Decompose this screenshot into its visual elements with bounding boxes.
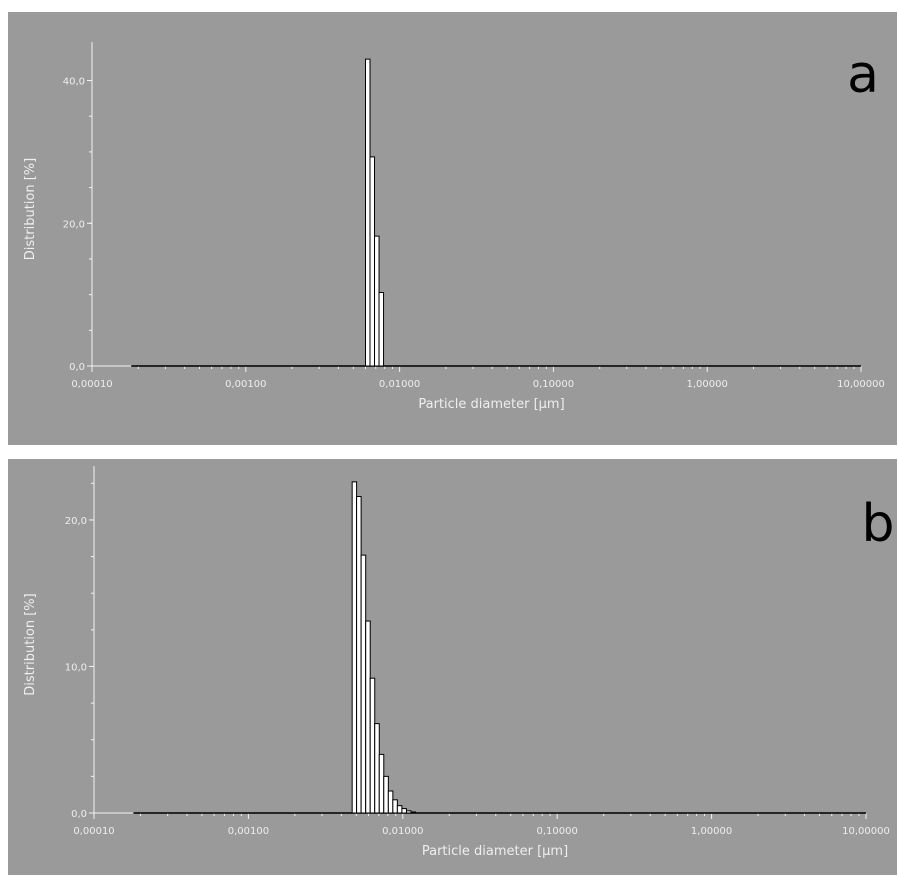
histogram-bar (364, 58, 371, 367)
histogram-bar (410, 811, 417, 814)
y-tick-label: 20,0 (65, 516, 87, 527)
x-tick-label: 0,00010 (71, 379, 112, 390)
chart-panel-a: 0,0 20,0 40,0 0,00010 0,00100 0,01000 0,10000 1… (8, 12, 897, 445)
y-axis-title: Distribution [%] (23, 593, 38, 695)
x-tick-label: 0,00100 (228, 826, 269, 837)
histogram-bar (401, 808, 407, 814)
histogram-bar (383, 775, 389, 814)
histogram-bar (387, 790, 394, 814)
x-axis-title: Particle diameter [µm] (422, 844, 568, 859)
panel-label: b (861, 494, 894, 554)
x-tick-label: 0,10000 (537, 826, 578, 837)
chart-b-svg: 0,0 10,0 20,0 0,00010 0,00100 0,01000 0,10000 1… (23, 466, 895, 859)
x-tick-label: 0,01000 (382, 826, 423, 837)
chart-a-svg: 0,0 20,0 40,0 0,00010 0,00100 0,01000 0,10000 1… (23, 42, 885, 412)
y-tick-label: 0,0 (69, 362, 85, 373)
y-axis-title: Distribution [%] (23, 158, 38, 260)
histogram-bar (378, 753, 385, 814)
histogram-bar (396, 805, 403, 814)
histogram-bar (374, 235, 380, 367)
y-tick-label: 10,0 (65, 662, 87, 673)
x-tick-label: 0,00010 (73, 826, 114, 837)
histogram-bar (369, 156, 376, 367)
y-tick-label: 0,0 (71, 809, 87, 820)
x-tick-label: 10,00000 (837, 379, 885, 390)
x-tick-label: 0,00100 (225, 379, 266, 390)
y-tick-label: 20,0 (63, 219, 85, 230)
x-tick-label: 1,00000 (687, 379, 728, 390)
x-tick-label: 10,00000 (842, 826, 890, 837)
histogram-bar (374, 723, 380, 814)
x-tick-label: 0,01000 (379, 379, 420, 390)
histogram-bar (405, 810, 412, 814)
histogram-bar (365, 620, 371, 814)
histogram-bar (356, 496, 362, 814)
chart-panel-b: 0,0 10,0 20,0 0,00010 0,00100 0,01000 0,10000 1… (8, 459, 897, 875)
histogram-bar (351, 481, 358, 814)
histogram-bar (360, 554, 367, 814)
x-tick-label: 1,00000 (691, 826, 732, 837)
x-tick-label: 0,10000 (533, 379, 574, 390)
x-axis-title: Particle diameter [µm] (418, 397, 564, 412)
y-tick-label: 40,0 (63, 77, 85, 88)
panel-label: a (847, 45, 879, 105)
histogram-bar (369, 677, 376, 814)
histogram-bar (378, 291, 385, 367)
histogram-bar (392, 799, 398, 814)
